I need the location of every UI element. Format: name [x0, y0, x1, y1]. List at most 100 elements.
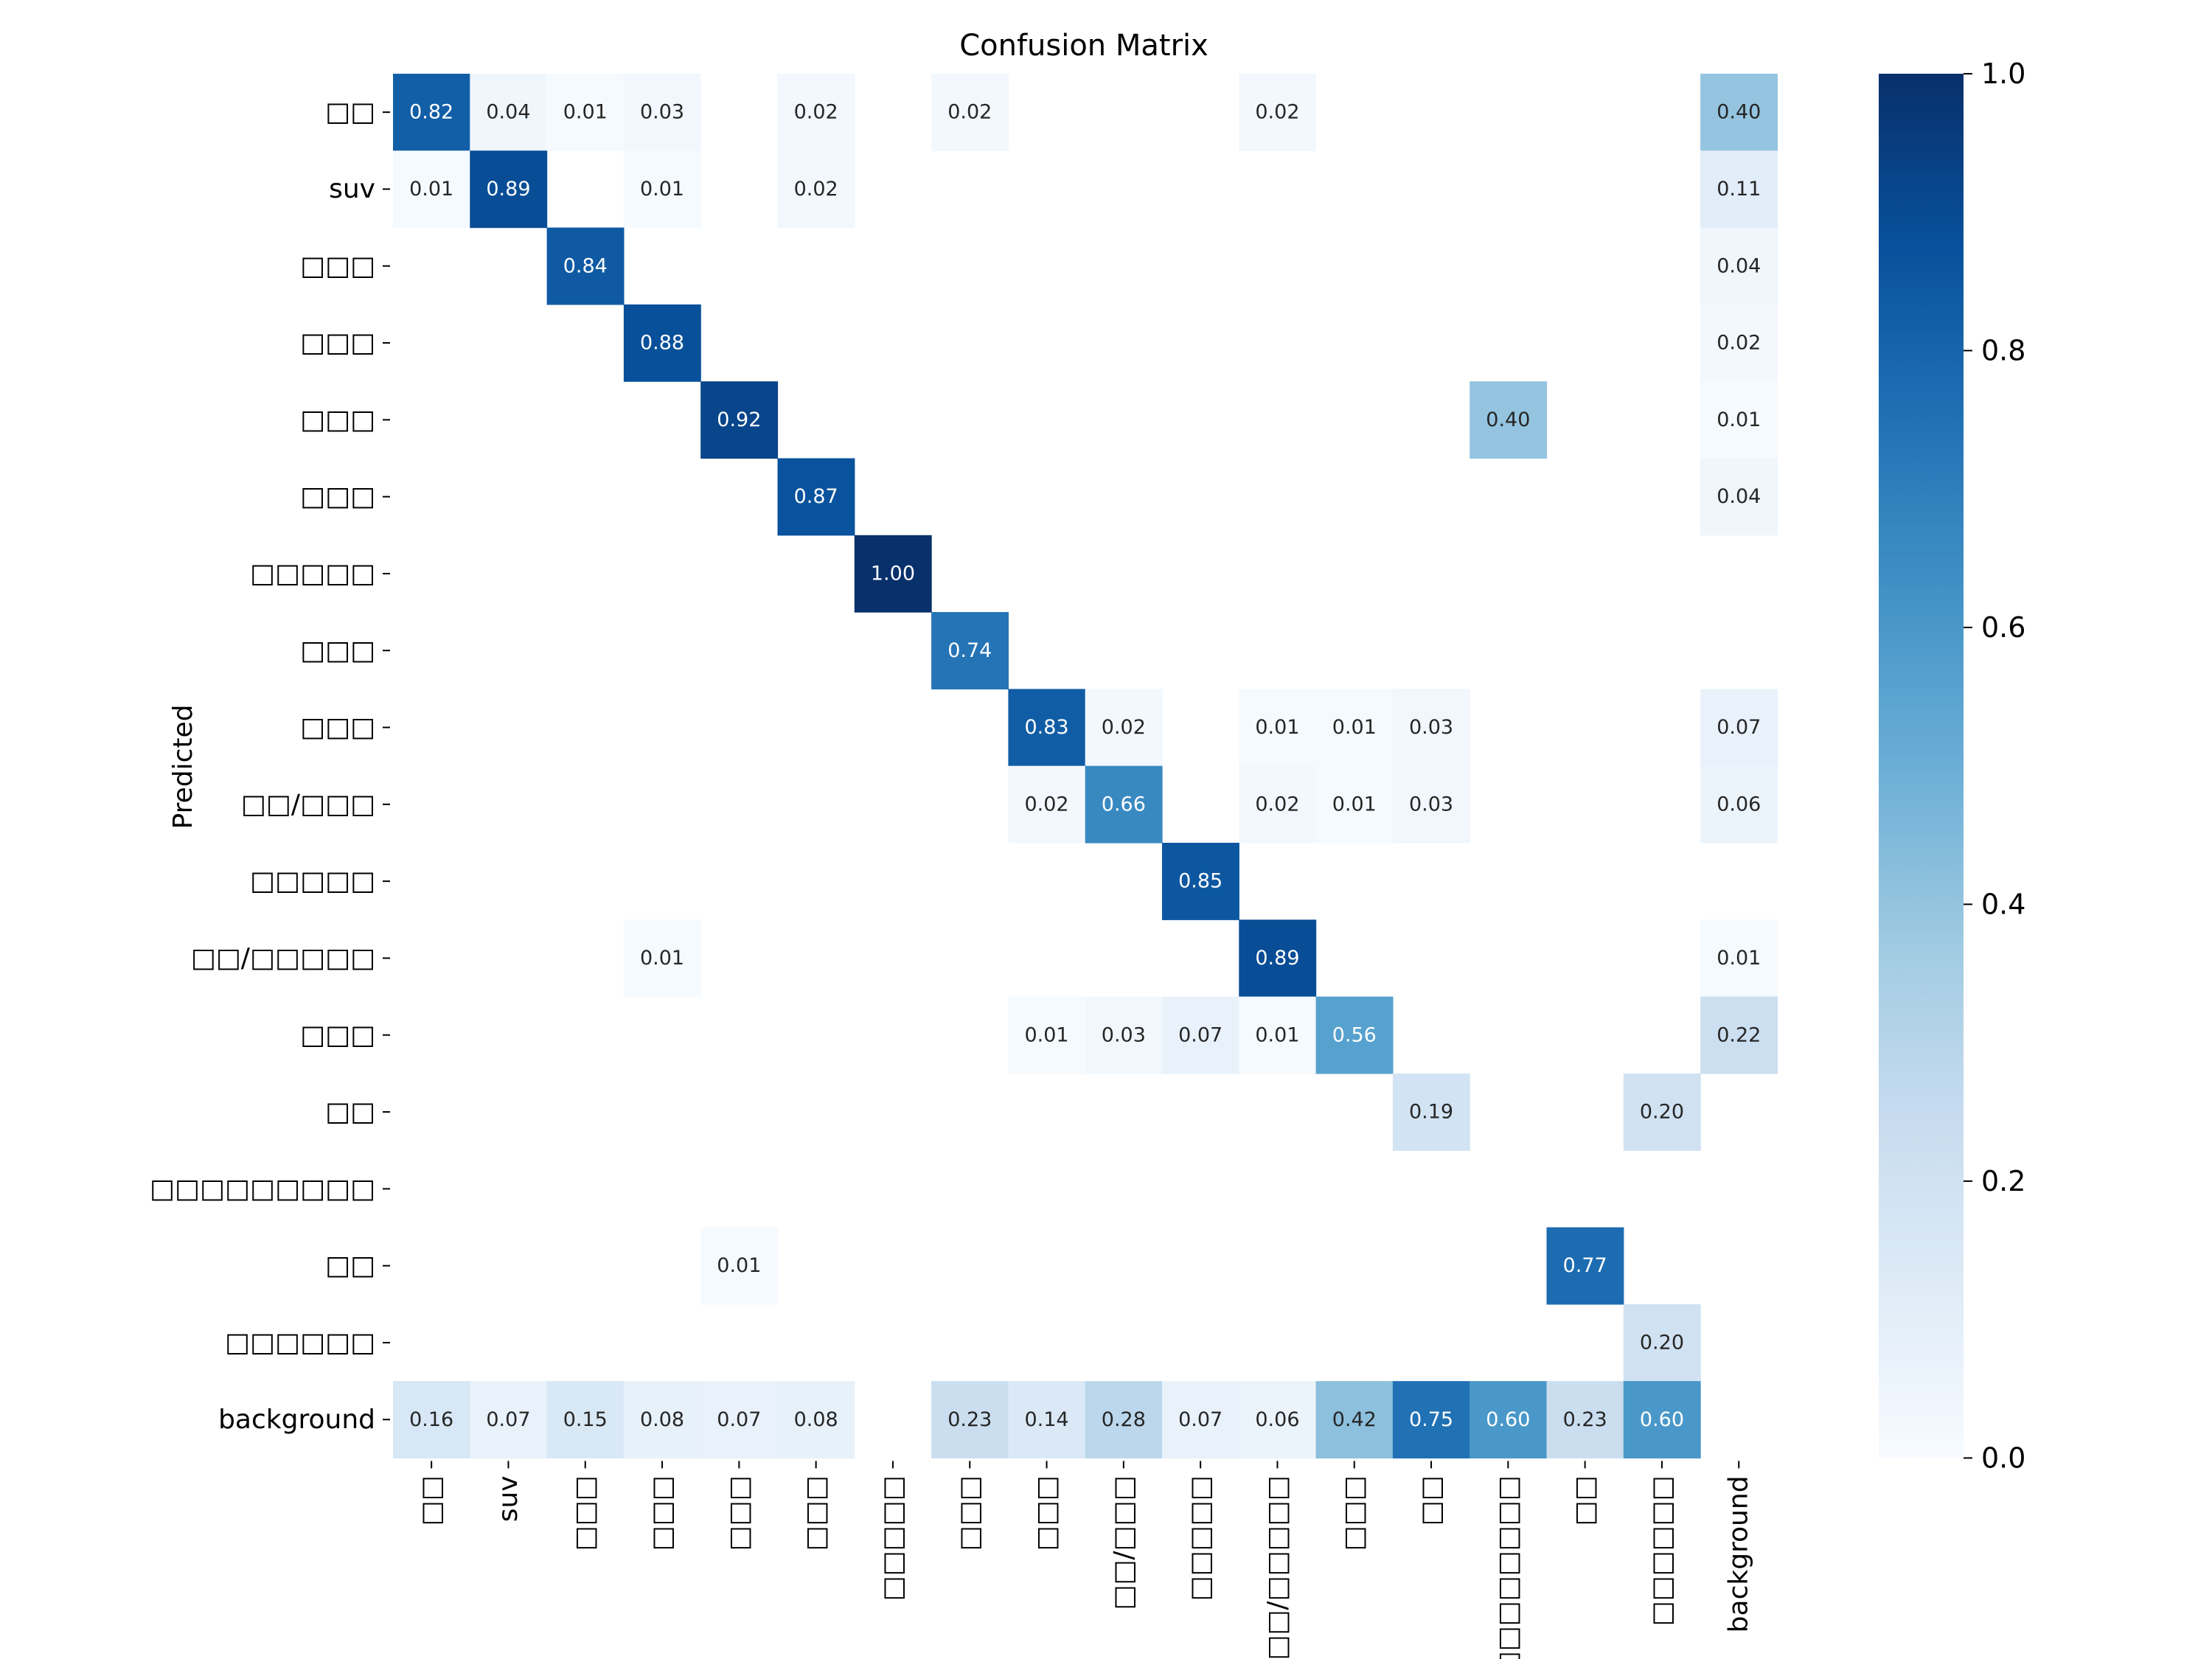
heatmap-cell — [1239, 765, 1317, 844]
cell-value-label: 0.20 — [1640, 1331, 1684, 1354]
cell-value-label: 0.01 — [640, 178, 684, 201]
heatmap-cell — [931, 74, 1009, 151]
cell-value-label: 0.01 — [1717, 408, 1761, 431]
cell-value-label: 0.22 — [1717, 1023, 1761, 1046]
cell-value-label: 0.08 — [640, 1408, 684, 1431]
heatmap-cell — [546, 227, 625, 305]
column-label: □□ — [1570, 1475, 1600, 1526]
cell-value-label: 0.74 — [947, 639, 992, 662]
heatmap-cell — [1162, 843, 1239, 920]
cell-value-label: 0.06 — [1255, 1408, 1299, 1431]
column-label: □□□ — [570, 1475, 600, 1551]
column-label: □□ — [417, 1475, 447, 1526]
heatmap-cell — [777, 150, 855, 229]
heatmap-cell — [1470, 381, 1548, 459]
colorbar-tick-label: 0.6 — [1981, 611, 2025, 644]
cell-value-label: 0.07 — [717, 1408, 761, 1431]
heatmap-cell — [1162, 996, 1239, 1074]
heatmap-cell — [1700, 996, 1778, 1074]
heatmap-cell — [623, 304, 701, 382]
row-label: □□/□□□ — [241, 789, 375, 819]
colorbar-tick-label: 0.2 — [1981, 1165, 2025, 1197]
heatmap-cell — [1315, 765, 1394, 844]
row-label: □□□ — [300, 636, 375, 666]
cell-value-label: 0.85 — [1178, 870, 1222, 893]
heatmap-cell — [931, 612, 1009, 689]
heatmap-cell — [1700, 765, 1778, 844]
cell-value-label: 0.60 — [1486, 1408, 1530, 1431]
heatmap-cell — [777, 458, 855, 536]
row-label: □□/□□□□□ — [191, 943, 375, 973]
row-label: □□□ — [300, 405, 375, 435]
cell-value-label: 0.01 — [1717, 947, 1761, 970]
heatmap-cell — [1700, 458, 1778, 536]
cell-value-label: 0.19 — [1409, 1101, 1453, 1124]
heatmap-cell — [393, 74, 470, 151]
column-label: □□/□□□□□ — [1262, 1475, 1293, 1659]
cell-value-label: 0.01 — [1332, 716, 1377, 739]
cell-value-label: 0.66 — [1102, 793, 1146, 815]
heatmap-cell — [1700, 150, 1778, 229]
heatmap-cell — [1239, 919, 1317, 998]
cell-value-label: 0.03 — [1409, 793, 1453, 815]
cell-value-label: 0.82 — [409, 101, 453, 124]
colorbar-tick-label: 0.4 — [1981, 888, 2025, 920]
heatmap-cell — [700, 381, 779, 459]
cell-value-label: 0.08 — [794, 1408, 838, 1431]
cell-value-label: 0.84 — [563, 254, 608, 277]
column-label: □□ — [1416, 1475, 1447, 1526]
cell-value-label: 0.87 — [794, 485, 838, 508]
cell-annotations: 0.82 0.04 0.01 0.03 0.02 0.02 0.02 0.40 0.01 0.89… — [409, 101, 1761, 1431]
heatmap-cell — [931, 1381, 1009, 1458]
cell-value-label: 0.01 — [1255, 716, 1299, 739]
heatmap-cells — [393, 74, 1778, 1458]
heatmap-cell — [1700, 689, 1778, 767]
heatmap-cell — [546, 1381, 625, 1458]
cell-value-label: 0.04 — [1717, 485, 1761, 508]
cell-value-label: 0.23 — [947, 1408, 992, 1431]
cell-value-label: 0.75 — [1409, 1408, 1453, 1431]
column-label: suv — [493, 1475, 524, 1522]
column-label: □□□ — [724, 1475, 754, 1551]
cell-value-label: 0.02 — [794, 101, 838, 124]
heatmap-cell — [1239, 1381, 1317, 1458]
cell-value-label: 0.07 — [486, 1408, 530, 1431]
heatmap-cell — [1315, 996, 1394, 1074]
heatmap-cell — [1546, 1227, 1624, 1305]
heatmap-cell — [1008, 996, 1086, 1074]
cell-value-label: 0.01 — [1332, 793, 1377, 815]
row-label: □□□□□□ — [225, 1327, 375, 1357]
cell-value-label: 0.02 — [794, 178, 838, 201]
column-label: □□□□□ — [877, 1475, 908, 1601]
heatmap-cell — [623, 1381, 701, 1458]
cell-value-label: 0.28 — [1102, 1408, 1146, 1431]
heatmap-cell — [1392, 1073, 1470, 1151]
heatmap-cell — [393, 150, 470, 229]
heatmap-cell — [700, 1227, 779, 1305]
cell-value-label: 0.02 — [1255, 101, 1299, 124]
heatmap-cell — [1008, 689, 1086, 767]
row-label: background — [218, 1405, 375, 1435]
cell-value-label: 0.40 — [1486, 408, 1530, 431]
cell-value-label: 0.02 — [1102, 716, 1146, 739]
heatmap-cell — [470, 150, 548, 229]
colorbar-gradient — [1879, 74, 1964, 1458]
colorbar-tick-label: 1.0 — [1981, 58, 2025, 90]
heatmap-cell — [1546, 1381, 1624, 1458]
cell-value-label: 0.89 — [1255, 947, 1299, 970]
cell-value-label: 0.42 — [1332, 1408, 1377, 1431]
column-label: □□□ — [1339, 1475, 1369, 1551]
cell-value-label: 0.15 — [563, 1408, 608, 1431]
heatmap-cell — [1315, 689, 1394, 767]
heatmap-cell — [854, 535, 932, 613]
heatmap-cell — [1700, 227, 1778, 305]
heatmap-cell — [1470, 1381, 1548, 1458]
cell-value-label: 0.02 — [1717, 332, 1761, 355]
chart-title: Confusion Matrix — [959, 29, 1208, 63]
column-label: □□□□□□□□□ — [1493, 1475, 1523, 1659]
column-label: □□□ — [1032, 1475, 1062, 1551]
cell-value-label: 0.56 — [1332, 1023, 1377, 1046]
cell-value-label: 0.92 — [717, 408, 761, 431]
heatmap-cell — [1392, 1381, 1470, 1458]
